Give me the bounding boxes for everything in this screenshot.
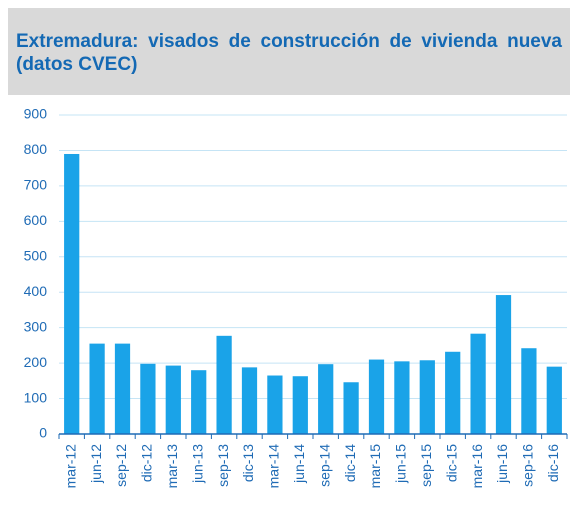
x-tick-label: mar-16 <box>469 444 485 489</box>
chart-title: Extremadura: visados de construcción de … <box>8 8 570 95</box>
y-tick-label: 600 <box>24 212 48 228</box>
x-tick-label: mar-15 <box>367 444 383 489</box>
x-tick-label: dic-13 <box>240 444 256 482</box>
bar <box>292 376 308 434</box>
y-tick-label: 200 <box>24 354 48 370</box>
x-tick-label: dic-15 <box>443 444 459 482</box>
x-tick-label: jun-16 <box>494 444 510 484</box>
bar <box>495 295 512 434</box>
bar <box>318 364 334 434</box>
bar <box>267 375 283 434</box>
bar <box>241 367 258 434</box>
x-tick-label: jun-12 <box>88 444 104 484</box>
bar <box>114 343 131 434</box>
bar <box>191 370 207 434</box>
bar <box>521 348 537 434</box>
bar <box>343 382 359 434</box>
bar <box>445 351 461 434</box>
bar <box>546 366 562 434</box>
x-tick-label: dic-14 <box>342 444 358 482</box>
x-tick-label: sep-13 <box>215 444 231 487</box>
x-tick-label: jun-14 <box>291 444 307 484</box>
y-tick-label: 0 <box>39 425 47 441</box>
bar <box>64 153 80 434</box>
bar <box>216 335 232 434</box>
y-tick-label: 700 <box>24 177 48 193</box>
y-tick-label: 900 <box>24 106 48 122</box>
y-tick-label: 100 <box>24 389 48 405</box>
x-tick-label: sep-16 <box>520 444 536 487</box>
bar <box>140 363 156 434</box>
x-tick-label: jun-15 <box>393 444 409 484</box>
x-tick-label: sep-14 <box>316 444 332 487</box>
bar <box>165 365 181 434</box>
bar <box>394 361 410 434</box>
bar <box>470 333 486 434</box>
x-tick-label: jun-13 <box>189 444 205 484</box>
y-tick-label: 400 <box>24 283 48 299</box>
y-tick-label: 500 <box>24 247 48 263</box>
x-tick-label: mar-12 <box>62 444 78 489</box>
x-tick-label: sep-15 <box>418 444 434 487</box>
x-tick-label: dic-12 <box>139 444 155 482</box>
x-tick-label: dic-16 <box>545 444 561 482</box>
y-tick-label: 800 <box>24 141 48 157</box>
y-tick-label: 300 <box>24 318 48 334</box>
x-tick-label: sep-12 <box>113 444 129 487</box>
x-tick-label: mar-14 <box>266 444 282 489</box>
bar <box>368 359 385 434</box>
bar <box>419 360 435 434</box>
x-tick-label: mar-13 <box>164 444 180 489</box>
bar <box>89 343 105 434</box>
